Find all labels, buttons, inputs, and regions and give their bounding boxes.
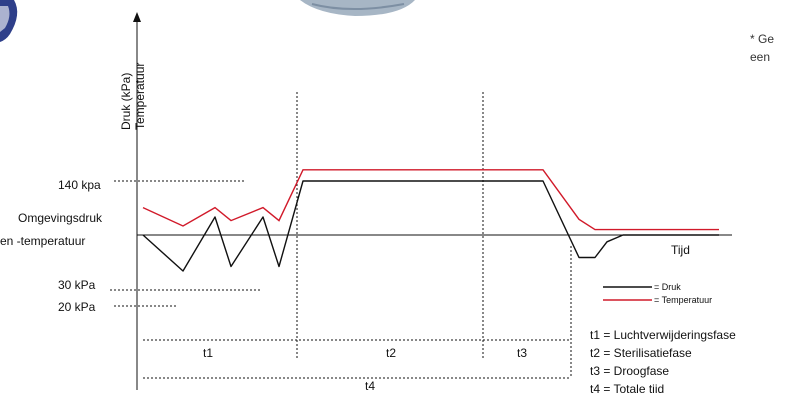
note-line-1: * Ge <box>750 32 775 46</box>
phase-legend: t1 = Luchtverwijderingsfase t2 = Sterili… <box>590 328 736 396</box>
note-text: * Ge een <box>750 30 786 66</box>
series-line-druk <box>142 180 719 272</box>
logo-fragment-inner <box>0 6 10 32</box>
y-tick-140: 140 kpa <box>58 178 101 192</box>
phase-boundaries <box>296 92 572 378</box>
decorative-shapes <box>0 0 415 42</box>
phase-label-t3: t3 <box>517 346 527 360</box>
phase-label-t4: t4 <box>365 379 375 393</box>
phase-legend-t4: t4 = Totale tiid <box>590 382 664 396</box>
legend: = Druk = Temperatuur <box>603 282 712 305</box>
series-line-temperatuur <box>142 169 719 231</box>
image-fragment-shade <box>311 3 405 10</box>
phase-label-t2: t2 <box>386 346 396 360</box>
phase-spans <box>143 339 571 379</box>
y-tick-30: 30 kPa <box>58 278 96 292</box>
legend-label-druk: = Druk <box>654 282 681 292</box>
y-axis-title-2: Temperatuur <box>133 63 147 130</box>
x-axis-title: Tijd <box>671 243 690 257</box>
phase-legend-t3: t3 = Droogfase <box>590 364 669 378</box>
phase-legend-t1: t1 = Luchtverwijderingsfase <box>590 328 736 342</box>
phase-legend-t2: t2 = Sterilisatiefase <box>590 346 692 360</box>
y-tick-ambient: Omgevingsdruk <box>18 211 103 225</box>
y-tick-ambient-2: en -temperatuur <box>0 234 85 248</box>
phase-label-t1: t1 <box>203 346 213 360</box>
note-line-2: een <box>750 50 771 64</box>
legend-label-temperatuur: = Temperatuur <box>654 295 712 305</box>
tick-leaders <box>110 180 262 307</box>
y-axis-title: Druk (kPa) <box>119 73 133 130</box>
y-axis-arrow <box>133 12 141 22</box>
y-tick-20: 20 kPa <box>58 300 96 314</box>
